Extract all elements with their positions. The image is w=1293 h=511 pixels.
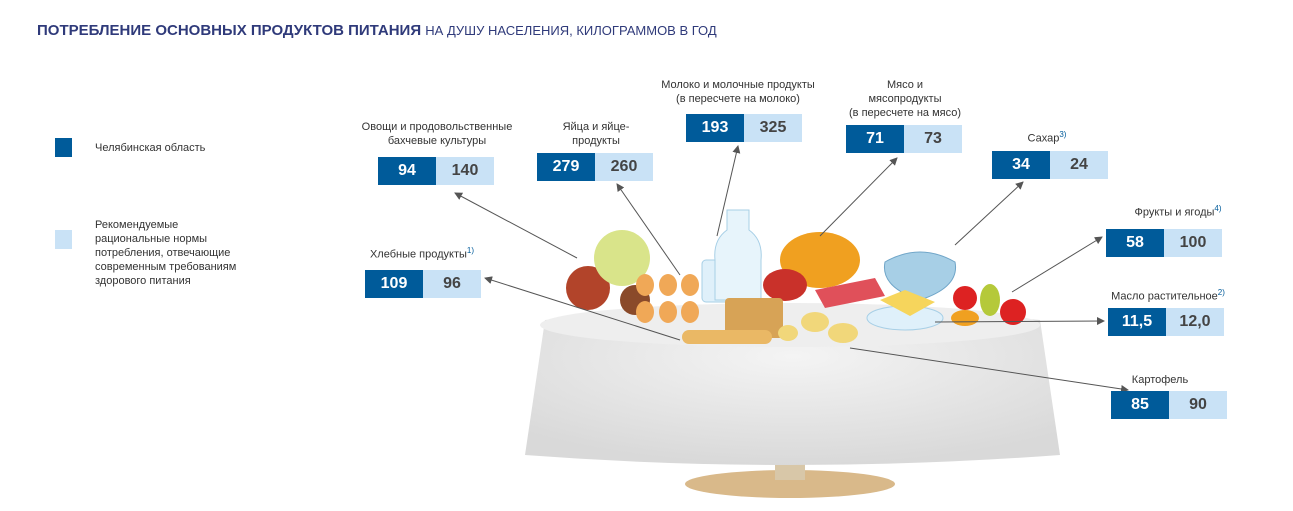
- potatoes: [778, 312, 858, 343]
- region-value: 11,5: [1108, 308, 1166, 336]
- label-line: Яйца и яйце-: [562, 121, 630, 133]
- milk-bottle: [714, 209, 762, 301]
- value-box: 34 24: [992, 151, 1108, 179]
- norm-value: 260: [595, 153, 653, 181]
- item-label: Масло растительное2): [1111, 286, 1225, 304]
- pear: [980, 284, 1000, 316]
- legend-swatch: [55, 138, 72, 157]
- region-value: 94: [378, 157, 436, 185]
- region-value: 34: [992, 151, 1050, 179]
- value-box: 58 100: [1106, 229, 1222, 257]
- table-base: [685, 470, 895, 498]
- value-box: 85 90: [1111, 391, 1227, 419]
- title-sub: НА ДУШУ НАСЕЛЕНИЯ, КИЛОГРАММОВ В ГОД: [425, 23, 717, 38]
- item-label: Фрукты и ягоды4): [1134, 202, 1221, 220]
- legend-line: Рекомендуемые: [95, 219, 179, 231]
- region-value: 279: [537, 153, 595, 181]
- region-value: 193: [686, 114, 744, 142]
- item-label: Картофель: [1132, 373, 1188, 387]
- eggs: [636, 274, 699, 323]
- footnote: 3): [1059, 130, 1067, 139]
- region-value: 85: [1111, 391, 1169, 419]
- value-box: 94 140: [378, 157, 494, 185]
- sugar-bowl: [883, 251, 957, 301]
- label-line: продукты: [572, 135, 620, 147]
- value-box: 109 96: [365, 270, 481, 298]
- label-line: мясопродукты: [868, 93, 942, 105]
- value-box: 11,5 12,0: [1108, 308, 1224, 336]
- footnote: 2): [1217, 288, 1225, 297]
- legend-line: рациональные нормы: [95, 233, 208, 245]
- region-value: 58: [1106, 229, 1164, 257]
- label-line: Картофель: [1131, 374, 1189, 386]
- norm-value: 100: [1164, 229, 1222, 257]
- label-line: Молоко и молочные продукты: [661, 79, 815, 91]
- norm-value: 73: [904, 125, 962, 153]
- norm-value: 12,0: [1166, 308, 1224, 336]
- sausage: [763, 269, 807, 301]
- butter: [880, 290, 935, 316]
- apple: [1000, 299, 1026, 325]
- legend-text: Челябинская область: [95, 141, 205, 155]
- label-line: (в пересчете на мясо): [849, 107, 961, 119]
- baguette: [682, 330, 772, 344]
- label-line: Мясо и: [886, 79, 924, 91]
- tablecloth: [525, 310, 1060, 465]
- region-value: 109: [365, 270, 423, 298]
- legend-line: здорового питания: [95, 275, 191, 287]
- title: ПОТРЕБЛЕНИЕ ОСНОВНЫХ ПРОДУКТОВ ПИТАНИЯ Н…: [37, 22, 717, 39]
- item-label: Хлебные продукты1): [370, 244, 474, 262]
- cabbage: [594, 230, 650, 286]
- item-label: Яйца и яйце-продукты: [563, 120, 630, 148]
- apricots: [951, 310, 979, 326]
- label-line: Сахар3): [1027, 130, 1067, 145]
- legend-line: потребления, отвечающие: [95, 247, 231, 259]
- item-label: Молоко и молочные продукты (в пересчете н…: [661, 78, 815, 106]
- label-line: Фрукты и ягоды4): [1134, 204, 1222, 219]
- footnote: 1): [466, 246, 475, 255]
- legend-line: Челябинская область: [95, 142, 206, 154]
- legend-text: Рекомендуемые рациональные нормы потреблен…: [95, 218, 236, 288]
- bread: [725, 298, 783, 338]
- title-main: ПОТРЕБЛЕНИЕ ОСНОВНЫХ ПРОДУКТОВ ПИТАНИЯ: [37, 22, 422, 39]
- norm-value: 24: [1050, 151, 1108, 179]
- legend-line: современным требованиям: [95, 261, 237, 273]
- apple: [953, 286, 977, 310]
- value-box: 71 73: [846, 125, 962, 153]
- onion: [566, 266, 610, 310]
- label-line: Масло растительное2): [1111, 288, 1225, 303]
- label-line: Овощи и продовольственные: [361, 121, 513, 133]
- steak: [815, 278, 885, 308]
- arrows: [454, 145, 1129, 393]
- label-line: бахчевые культуры: [387, 135, 487, 147]
- label-line: (в пересчете на молоко): [676, 93, 800, 105]
- norm-value: 90: [1169, 391, 1227, 419]
- norm-value: 325: [744, 114, 802, 142]
- footnote: 4): [1214, 204, 1222, 213]
- item-label: Мясо и мясопродукты (в пересчете на мясо): [849, 78, 961, 120]
- item-label: Овощи и продовольственные бахчевые культу…: [362, 120, 513, 148]
- label-line: Хлебные продукты1): [369, 246, 475, 261]
- legend-swatch: [55, 230, 72, 249]
- value-box: 193 325: [686, 114, 802, 142]
- value-box: 279 260: [537, 153, 653, 181]
- norm-value: 96: [423, 270, 481, 298]
- norm-value: 140: [436, 157, 494, 185]
- item-label: Сахар3): [1028, 128, 1067, 146]
- region-value: 71: [846, 125, 904, 153]
